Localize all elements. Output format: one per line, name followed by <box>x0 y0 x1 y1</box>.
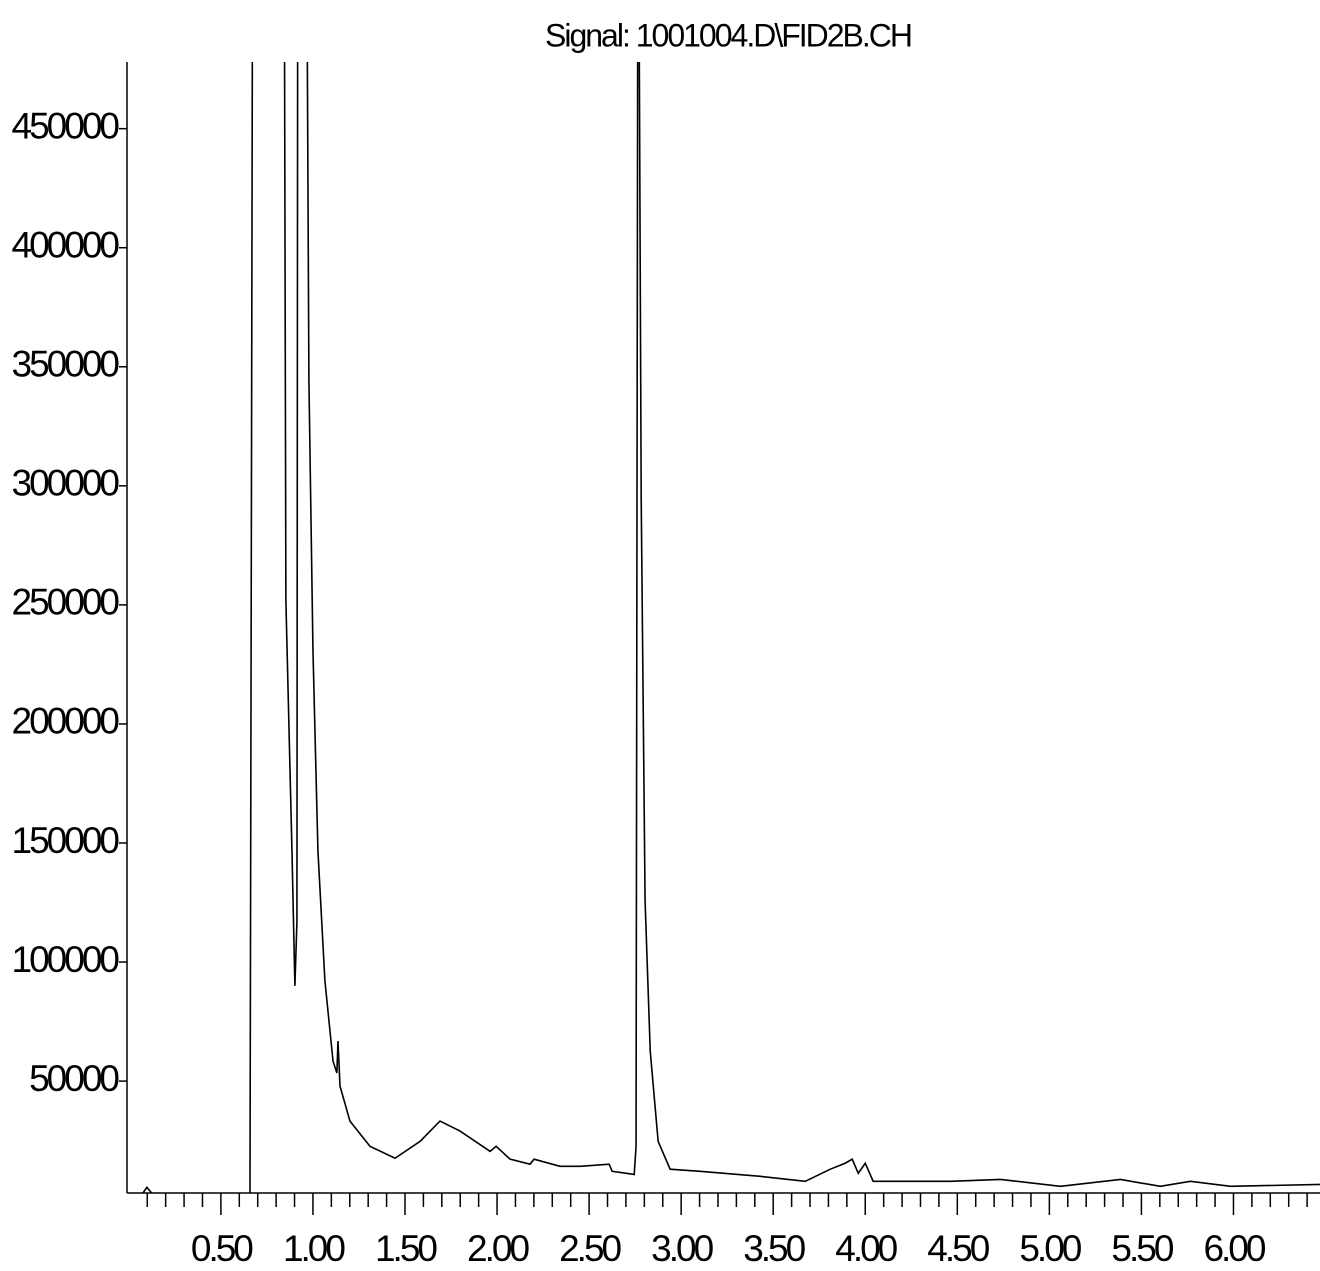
x-tick-label: 1.00 <box>283 1228 345 1269</box>
y-tick-label: 200000 <box>12 701 120 742</box>
y-tick-label: 400000 <box>12 225 120 266</box>
x-tick-label: 3.50 <box>743 1228 805 1269</box>
x-tick-label: 5.50 <box>1111 1228 1173 1269</box>
signal-trace <box>142 62 1320 1193</box>
y-tick-label: 350000 <box>12 344 120 385</box>
y-tick-label: 50000 <box>29 1058 119 1099</box>
x-tick-label: 3.00 <box>651 1228 713 1269</box>
x-tick-label: 0.50 <box>191 1228 253 1269</box>
chart-title: Signal: 1001004.D\FID2B.CH <box>545 17 911 53</box>
x-tick-label: 2.00 <box>467 1228 529 1269</box>
x-tick-label: 2.50 <box>559 1228 621 1269</box>
x-tick-label: 5.00 <box>1019 1228 1081 1269</box>
y-tick-label: 150000 <box>12 820 120 861</box>
y-tick-label: 450000 <box>12 105 120 146</box>
x-tick-label: 4.00 <box>835 1228 897 1269</box>
y-tick-label: 250000 <box>12 582 120 623</box>
x-tick-label: 4.50 <box>927 1228 989 1269</box>
y-tick-label: 300000 <box>12 463 120 504</box>
y-tick-label: 100000 <box>12 939 120 980</box>
x-tick-label: 1.50 <box>375 1228 437 1269</box>
x-tick-label: 6.00 <box>1203 1228 1265 1269</box>
